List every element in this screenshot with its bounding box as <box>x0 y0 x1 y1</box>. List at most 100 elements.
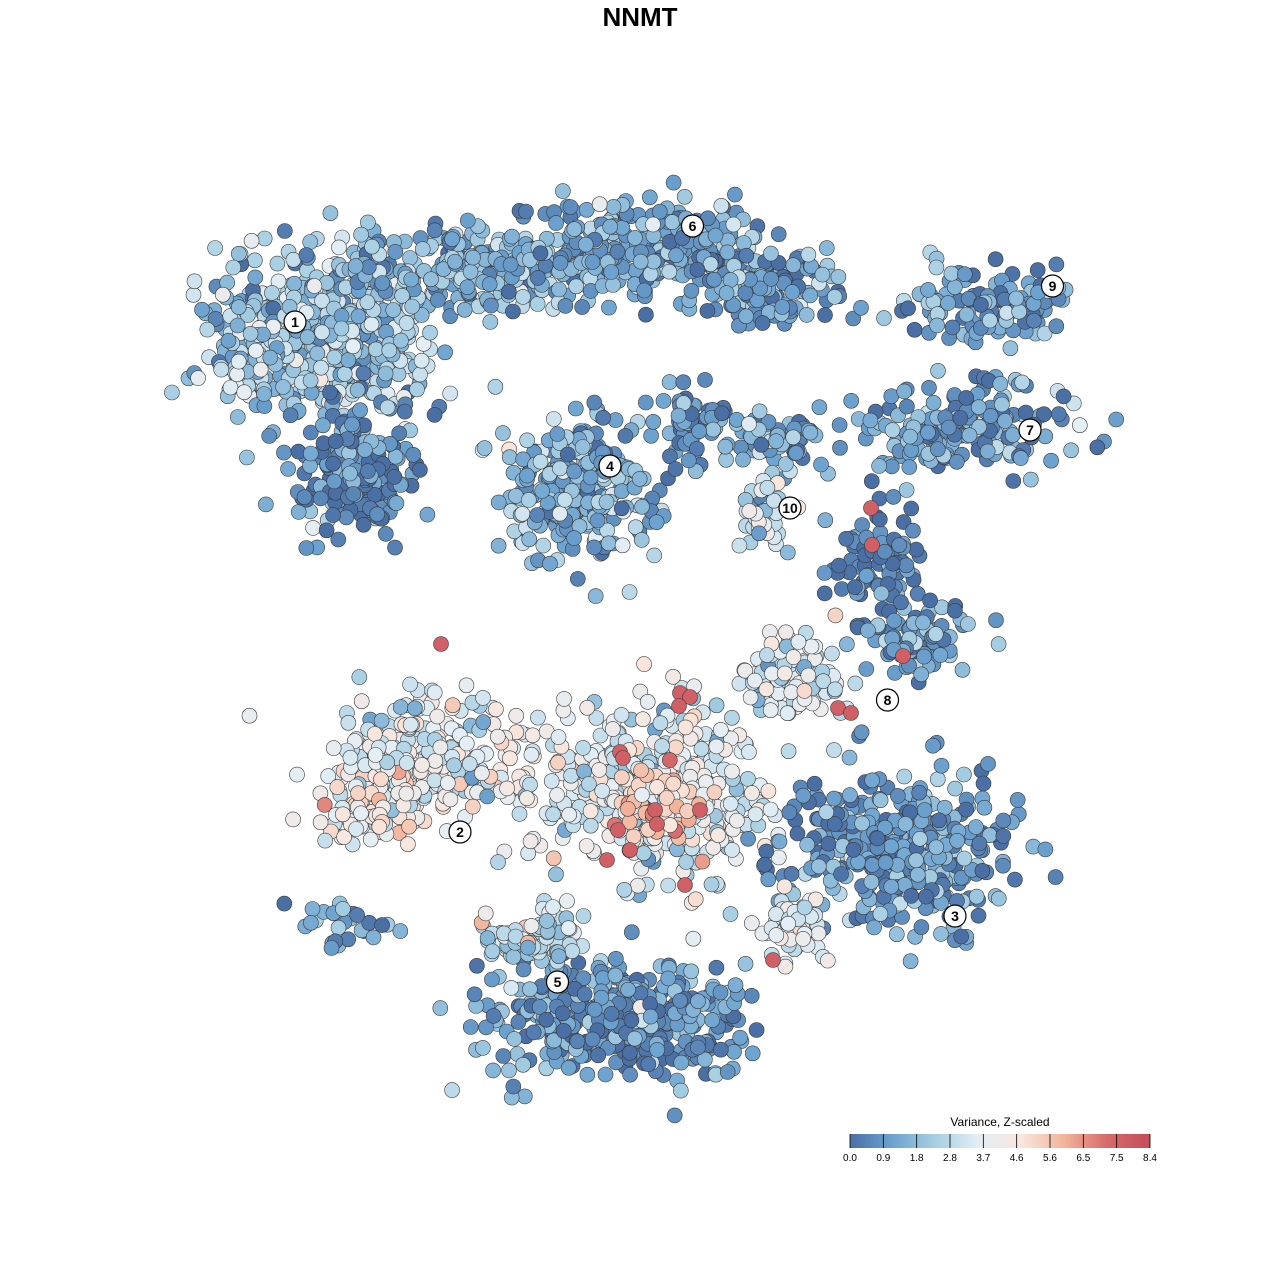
data-point <box>336 366 353 382</box>
data-point <box>903 888 919 904</box>
data-point <box>662 817 678 833</box>
data-point <box>466 986 483 1003</box>
data-point <box>605 199 622 215</box>
data-point <box>368 341 384 358</box>
data-point <box>545 411 562 427</box>
data-point <box>768 927 785 943</box>
data-point <box>770 226 787 242</box>
data-point <box>458 677 475 694</box>
data-point <box>329 779 346 795</box>
data-point <box>732 1029 748 1046</box>
data-point <box>360 259 377 275</box>
data-point <box>845 841 862 858</box>
data-point <box>929 441 946 458</box>
data-point <box>333 320 350 337</box>
data-point <box>532 453 549 470</box>
data-point <box>953 928 970 945</box>
data-point <box>831 417 848 433</box>
data-point <box>371 818 388 835</box>
data-point <box>490 854 506 870</box>
cluster-label-8: 8 <box>875 688 900 712</box>
data-point <box>817 512 834 529</box>
data-point <box>591 762 608 778</box>
data-point <box>609 243 626 260</box>
data-point <box>282 407 299 424</box>
data-point <box>884 555 901 572</box>
data-point <box>589 512 606 529</box>
data-point <box>545 806 561 823</box>
data-point <box>638 306 654 323</box>
data-point <box>622 1066 638 1083</box>
data-point <box>552 255 569 271</box>
data-point <box>1051 406 1067 422</box>
cluster-label-text: 2 <box>456 824 464 840</box>
data-point <box>759 479 776 496</box>
data-point <box>414 757 430 773</box>
data-point <box>613 707 630 723</box>
data-point <box>614 537 631 554</box>
data-point <box>555 1023 572 1039</box>
data-point <box>481 276 498 293</box>
data-point <box>901 459 918 475</box>
data-point <box>692 802 708 818</box>
data-point <box>530 270 546 286</box>
data-point <box>1011 303 1028 320</box>
chart-title: NNMT <box>602 2 678 32</box>
data-point <box>194 301 210 318</box>
cluster-label-text: 7 <box>1026 422 1034 438</box>
data-point <box>373 712 390 729</box>
data-point <box>302 445 319 462</box>
data-point <box>677 877 693 893</box>
data-point <box>309 345 326 362</box>
data-point <box>758 681 775 698</box>
data-point <box>325 455 341 472</box>
data-point <box>781 804 798 821</box>
data-point <box>1007 871 1023 888</box>
data-point <box>574 299 590 315</box>
data-point <box>622 842 638 858</box>
data-point <box>342 749 359 766</box>
data-point <box>582 817 599 834</box>
data-point <box>569 571 586 587</box>
data-point <box>826 289 843 305</box>
data-point <box>726 1044 742 1060</box>
data-point <box>706 271 722 288</box>
data-point <box>304 901 321 917</box>
data-point <box>340 931 357 948</box>
data-point <box>737 955 754 972</box>
data-point <box>412 366 428 383</box>
data-point <box>256 386 272 402</box>
data-point <box>350 785 366 802</box>
data-point <box>393 332 409 349</box>
data-point <box>567 400 584 417</box>
data-point <box>529 296 546 312</box>
data-point <box>442 385 459 402</box>
data-point <box>958 801 975 818</box>
data-point <box>426 222 443 239</box>
data-point <box>778 624 794 641</box>
data-point <box>562 199 579 215</box>
data-point <box>872 792 889 809</box>
data-point <box>826 790 842 807</box>
data-point <box>971 835 988 852</box>
data-point <box>315 417 331 434</box>
data-point <box>883 838 899 855</box>
data-point <box>340 714 357 731</box>
colorbar-tick-label: 7.5 <box>1110 1153 1124 1164</box>
data-point <box>515 961 532 978</box>
data-point <box>913 666 930 683</box>
data-point <box>426 772 443 789</box>
data-point <box>1012 450 1029 466</box>
data-point <box>905 522 921 539</box>
data-point <box>886 612 902 629</box>
data-point <box>853 724 870 741</box>
data-point <box>654 738 670 754</box>
data-point <box>334 806 351 823</box>
data-point <box>968 888 985 905</box>
data-point <box>591 196 608 212</box>
data-point <box>256 230 273 247</box>
data-point <box>918 888 934 905</box>
data-point <box>1014 374 1030 391</box>
data-point <box>365 929 382 946</box>
data-point <box>896 768 913 785</box>
